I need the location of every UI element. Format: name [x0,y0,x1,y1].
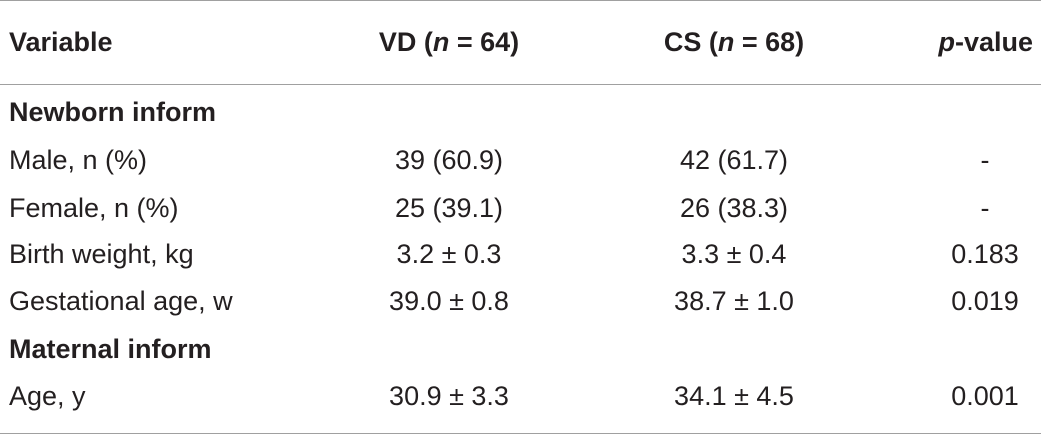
table-row: Female, n (%) 25 (39.1) 26 (38.3) - [0,184,1041,232]
table-row: Male, n (%) 39 (60.9) 42 (61.7) - [0,136,1041,184]
table-top-rule [0,0,1041,1]
row-cs-value: 38.7 ± 1.0 [674,286,794,316]
row-cs-value: 42 (61.7) [679,145,789,175]
table-row: Age, y 30.9 ± 3.3 34.1 ± 4.5 0.001 [0,372,1041,420]
header-p-value: p-value [938,27,1033,57]
row-p-value: - [980,145,990,175]
header-variable: Variable [9,27,113,57]
row-cs-value: 26 (38.3) [679,193,789,223]
table-header-row: Variable VD (n = 64) CS (n = 68) p-value [0,18,1041,66]
row-vd-value: 39.0 ± 0.8 [389,286,509,316]
row-variable: Female, n (%) [9,193,179,223]
row-variable: Gestational age, w [9,286,233,316]
row-p-value: 0.183 [951,239,1019,269]
row-p-value: 0.001 [951,381,1019,411]
section-title: Maternal inform [9,334,212,364]
row-vd-value: 30.9 ± 3.3 [389,381,509,411]
header-vd: VD (n = 64) [378,27,520,57]
row-p-value: - [980,193,990,223]
section-title: Newborn inform [9,97,216,127]
row-vd-value: 25 (39.1) [394,193,504,223]
row-variable: Age, y [9,381,86,411]
section-heading-newborn: Newborn inform [0,88,1041,136]
row-variable: Birth weight, kg [9,239,194,269]
row-variable: Male, n (%) [9,145,148,175]
row-vd-value: 3.2 ± 0.3 [396,239,502,269]
header-cs: CS (n = 68) [663,27,805,57]
row-cs-value: 34.1 ± 4.5 [674,381,794,411]
table-bottom-rule [0,433,1041,434]
table-row: Gestational age, w 39.0 ± 0.8 38.7 ± 1.0… [0,277,1041,325]
row-vd-value: 39 (60.9) [394,145,504,175]
row-cs-value: 3.3 ± 0.4 [681,239,787,269]
row-p-value: 0.019 [951,286,1019,316]
header-divider-rule [0,84,1041,85]
table-row: Birth weight, kg 3.2 ± 0.3 3.3 ± 0.4 0.1… [0,230,1041,278]
section-heading-maternal: Maternal inform [0,325,1041,373]
